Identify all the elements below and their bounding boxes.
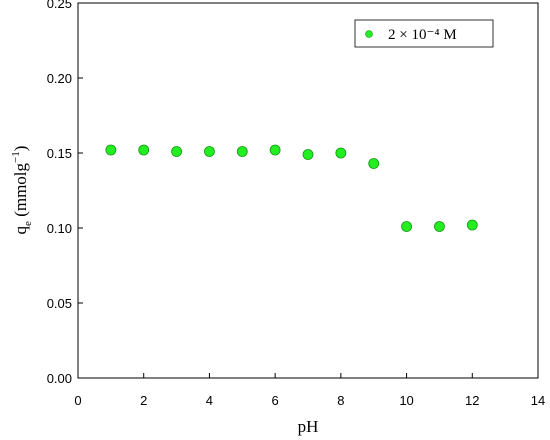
x-tick-label: 6	[272, 393, 279, 408]
point	[138, 144, 150, 156]
point	[434, 221, 445, 232]
y-tick-label: 0.05	[47, 296, 72, 311]
y-label-sup: −1	[10, 151, 22, 163]
x-tick-label: 8	[337, 393, 344, 408]
y-label-main: q	[11, 225, 30, 234]
point	[105, 144, 117, 156]
x-axis-label: pH	[298, 417, 319, 436]
point	[236, 146, 248, 157]
y-tick-label: 0.00	[47, 371, 72, 386]
point	[171, 146, 182, 157]
legend-box	[354, 19, 494, 48]
point	[368, 158, 380, 169]
point	[302, 149, 314, 160]
y-label-end: )	[11, 146, 30, 152]
y-tick-label: 0.25	[47, 0, 72, 11]
point	[401, 221, 412, 232]
y-tick-label: 0.15	[47, 146, 72, 161]
y-label-rest: (mmolg	[11, 162, 30, 221]
y-tick-label: 0.20	[47, 71, 72, 86]
x-tick-label: 0	[74, 393, 81, 408]
x-tick-label: 12	[465, 393, 479, 408]
x-tick-label: 14	[531, 393, 545, 408]
legend-label: 2 × 10⁻⁴ M	[388, 27, 457, 43]
x-tick-label: 2	[140, 393, 147, 408]
legend-marker	[365, 30, 373, 38]
point	[466, 219, 478, 231]
point	[269, 144, 281, 156]
x-tick-label: 4	[206, 393, 213, 408]
point	[204, 146, 215, 157]
plot-frame	[77, 2, 539, 379]
x-tick-label: 10	[399, 393, 413, 408]
y-axis-label: qe (mmolg−1)	[10, 146, 34, 235]
y-label-sub: e	[22, 221, 34, 226]
point	[335, 147, 347, 159]
y-tick-label: 0.10	[47, 221, 72, 236]
